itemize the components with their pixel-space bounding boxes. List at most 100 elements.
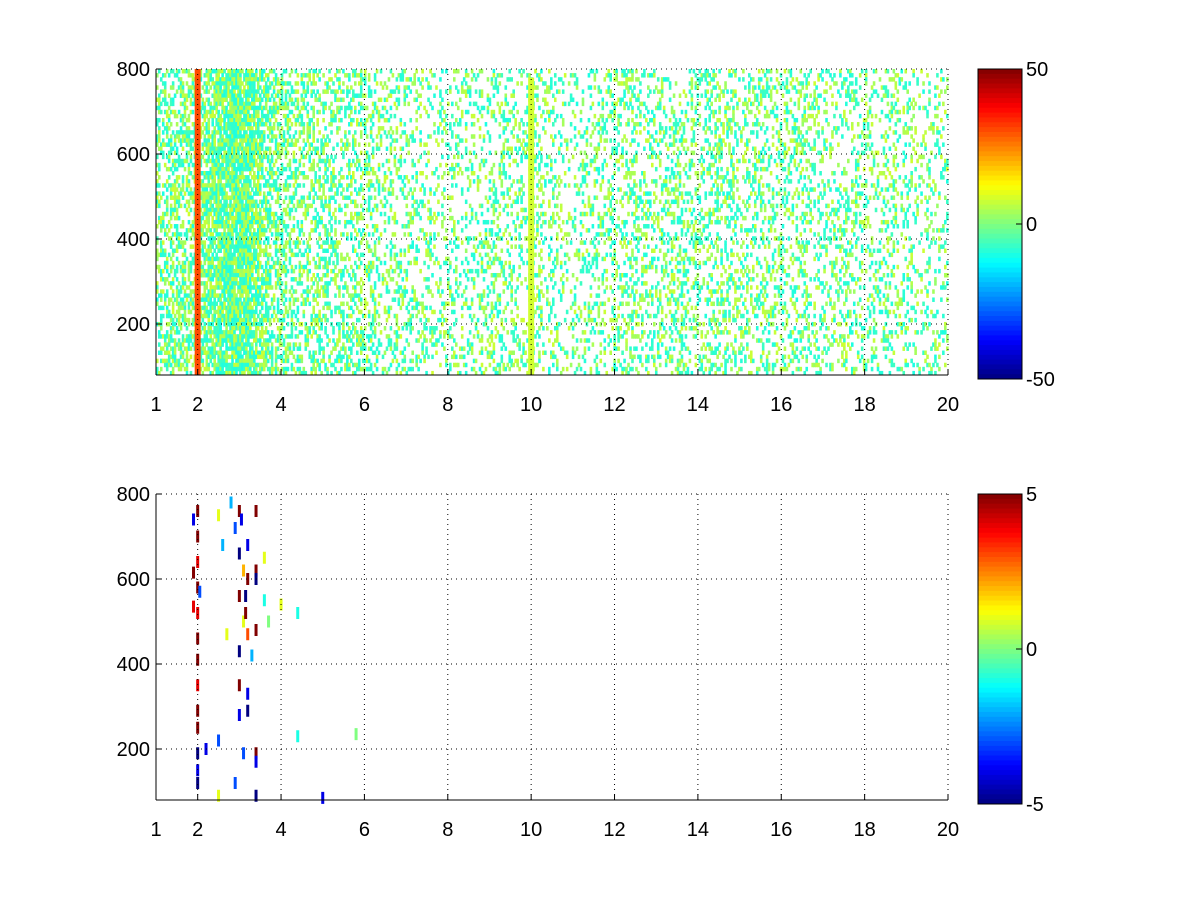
heatmap-cell [328,358,331,364]
heatmap-cell [328,301,331,307]
heatmap-cell [369,285,373,290]
heatmap-cell [233,293,236,298]
heatmap-cell [253,277,256,282]
heatmap-cell [355,293,359,298]
heatmap-cell [233,162,236,168]
heatmap-cell [310,105,314,111]
heatmap-cell [237,309,240,315]
heatmap-cell [258,354,262,360]
heatmap-cell [354,211,357,217]
heatmap-cell [290,207,294,213]
heatmap-cell [241,158,244,164]
heatmap-cell [211,105,215,111]
heatmap-cell [318,264,321,270]
heatmap-cell [266,154,270,160]
heatmap-cell [387,166,391,172]
heatmap-cell [288,211,292,217]
heatmap-cell [255,317,258,323]
heatmap-cell [407,260,411,266]
heatmap-cell [221,97,224,103]
heatmap-cell [371,146,375,151]
heatmap-cell [286,89,290,94]
heatmap-cell [223,166,226,172]
heatmap-cell [266,146,270,151]
heatmap-cell [227,273,230,278]
heatmap-cell [219,166,222,172]
heatmap-cell [405,195,409,200]
heatmap-cell [209,338,213,343]
heatmap-cell [284,224,288,229]
heatmap-cell [207,252,211,258]
heatmap-cell [241,81,244,86]
heatmap-cell [377,240,381,245]
heatmap-cell [294,179,298,184]
heatmap-cell [296,281,300,286]
heatmap-cell [245,203,248,209]
heatmap-cell [235,301,238,307]
heatmap-cell [385,244,389,249]
heatmap-cell [395,346,399,351]
heatmap-cell [324,330,327,335]
heatmap-cell [235,187,238,192]
heatmap-cell [243,113,246,119]
heatmap-cell [156,171,159,176]
heatmap-cell [225,81,228,86]
heatmap-cell [235,105,238,111]
heatmap-cell [389,326,393,331]
heatmap-cell [393,154,397,160]
heatmap-cell [219,101,222,107]
heatmap-cell [342,97,345,103]
heatmap-cell [229,313,232,319]
heatmap-cell [294,158,298,164]
heatmap-cell [359,122,363,127]
heatmap-cell [346,138,349,143]
heatmap-cell [264,117,268,123]
heatmap-cell [253,240,256,245]
heatmap-cell [165,113,169,119]
heatmap-cell [227,354,230,360]
heatmap-cell [286,105,290,111]
heatmap-cell [280,232,284,237]
heatmap-cell [225,370,228,376]
heatmap-cell [207,289,211,294]
heatmap-cell [268,175,272,180]
heatmap-cell [260,109,264,115]
heatmap-cell [247,85,250,90]
heatmap-cell [163,301,167,307]
heatmap-cell [342,81,345,86]
heatmap-cell [326,317,329,323]
heatmap-cell [330,224,333,229]
heatmap-cell [264,244,268,249]
heatmap-cell [276,236,280,241]
heatmap-cell [173,224,177,229]
heatmap-cell [219,215,222,221]
heatmap-cell [221,117,224,123]
heatmap-cell [156,183,159,188]
heatmap-cell [395,313,399,319]
heatmap-cell [203,142,207,147]
heatmap-cell [239,293,242,298]
heatmap-cell [373,101,377,107]
heatmap-cell [330,154,333,160]
heatmap-cell [373,301,377,307]
heatmap-cell [260,199,264,205]
heatmap-cell [241,146,244,151]
heatmap-cell [326,81,329,86]
heatmap-cell [217,183,220,188]
heatmap-cell [249,207,252,213]
heatmap-cell [280,358,284,364]
heatmap-cell [298,240,302,245]
heatmap-cell [167,150,171,156]
heatmap-cell [211,256,215,262]
heatmap-cell [407,101,411,107]
heatmap-cell [245,326,248,331]
heatmap-cell [365,354,369,360]
heatmap-cell [389,183,393,188]
heatmap-cell [280,162,284,168]
heatmap-cell [375,175,379,180]
heatmap-cell [312,195,315,200]
heatmap-cell [308,326,312,331]
heatmap-cell [316,240,319,245]
heatmap-cell [223,187,226,192]
